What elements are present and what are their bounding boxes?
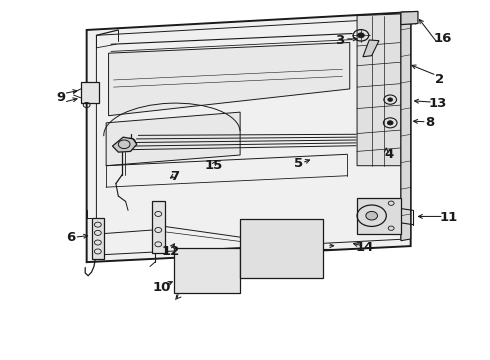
Text: 7: 7 [170, 170, 179, 183]
Text: 14: 14 [355, 241, 373, 255]
Polygon shape [106, 112, 240, 166]
Polygon shape [87, 12, 411, 262]
Text: 6: 6 [66, 231, 75, 244]
Circle shape [358, 33, 365, 38]
Text: 11: 11 [440, 211, 458, 224]
Polygon shape [113, 137, 137, 152]
Polygon shape [81, 82, 99, 103]
Polygon shape [401, 12, 418, 24]
Polygon shape [357, 14, 401, 166]
Circle shape [387, 121, 393, 125]
Text: 13: 13 [428, 97, 447, 110]
Polygon shape [109, 42, 350, 116]
Polygon shape [92, 217, 104, 258]
Text: 2: 2 [435, 73, 444, 86]
Polygon shape [152, 202, 165, 253]
Text: 16: 16 [433, 32, 451, 45]
Circle shape [388, 98, 392, 102]
Polygon shape [363, 40, 379, 57]
Text: 15: 15 [204, 159, 222, 172]
Text: 10: 10 [153, 282, 172, 294]
Text: 9: 9 [56, 91, 65, 104]
Circle shape [125, 138, 135, 145]
Text: 4: 4 [384, 148, 393, 162]
Polygon shape [240, 219, 323, 278]
Text: 5: 5 [294, 157, 303, 170]
Circle shape [366, 211, 377, 220]
Text: 3: 3 [335, 34, 344, 47]
Text: 8: 8 [425, 116, 435, 129]
Polygon shape [401, 14, 411, 241]
Text: 12: 12 [162, 245, 180, 258]
Polygon shape [174, 248, 240, 293]
Polygon shape [357, 198, 401, 234]
